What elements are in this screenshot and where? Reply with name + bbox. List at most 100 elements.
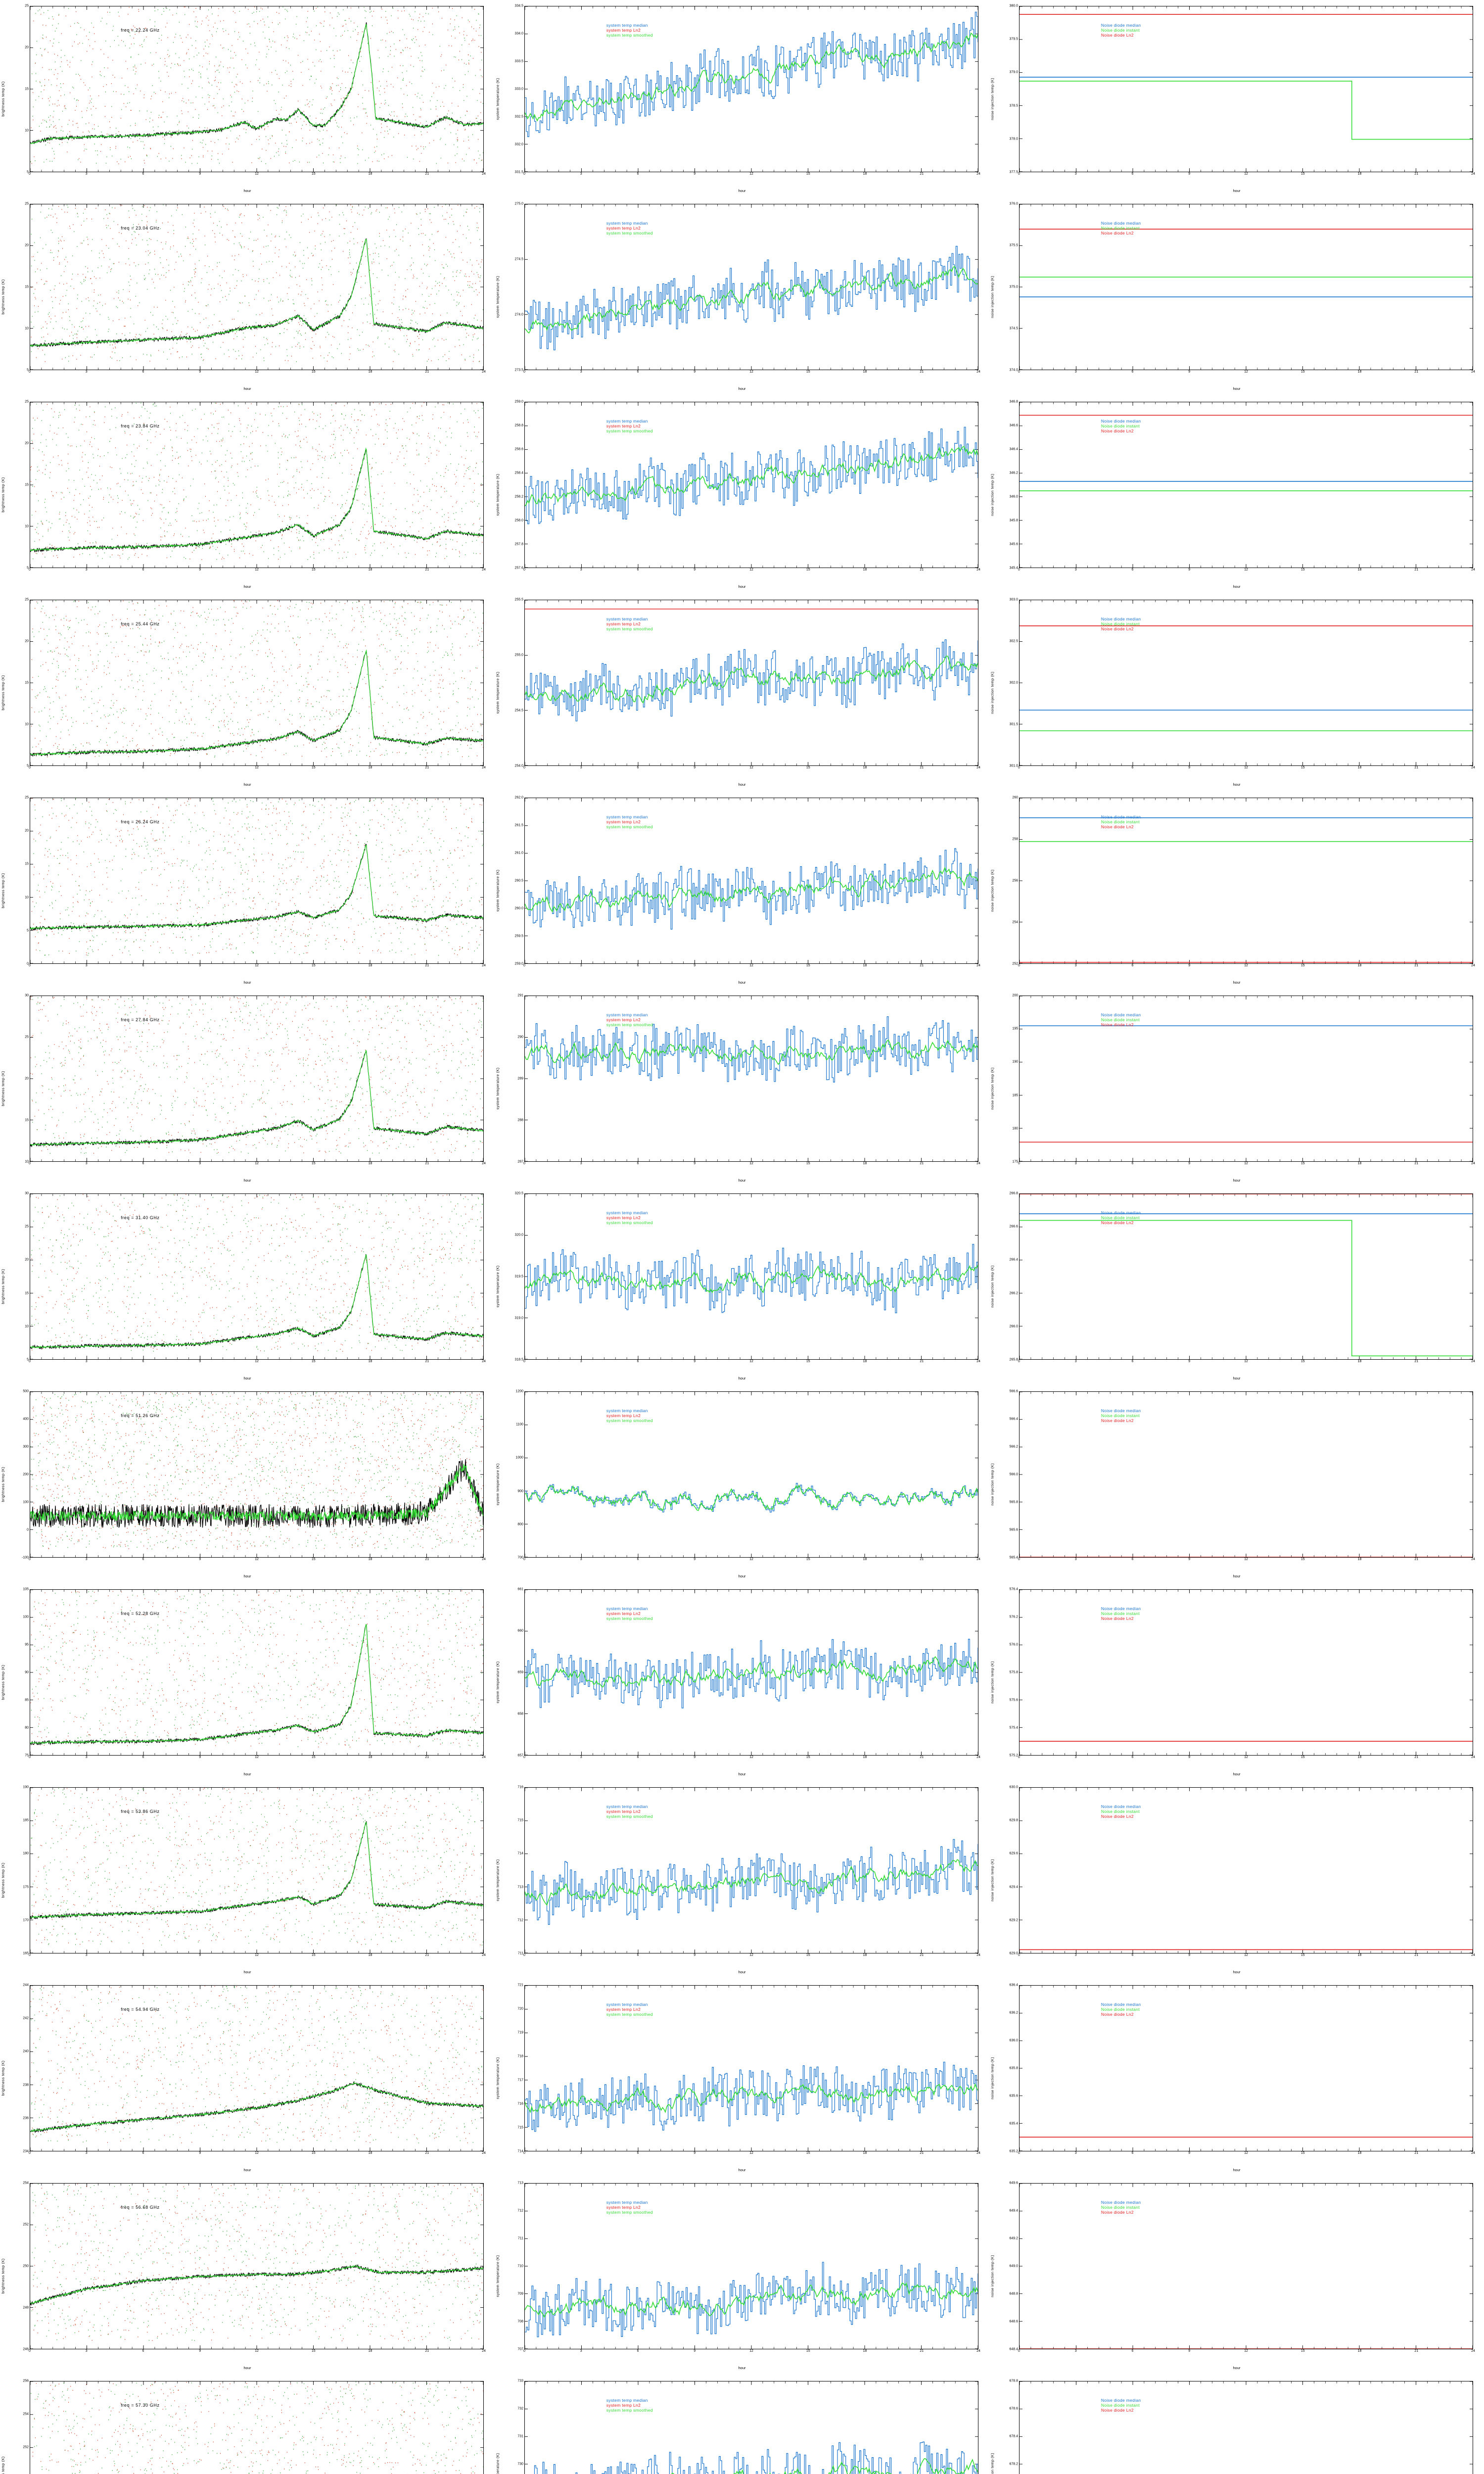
y-tick-label: 258.2	[514, 495, 523, 499]
plot-area: Noise diode median Noise diode instant Noi…	[1019, 1391, 1473, 1558]
x-tick-label: 6	[1132, 2151, 1134, 2155]
x-tick-label: 18	[1358, 1162, 1362, 1165]
x-tick-label: 0	[523, 1360, 525, 1363]
y-tick-label: 708	[517, 2320, 523, 2324]
legend: Noise diode median Noise diode instant Noi…	[1101, 2398, 1141, 2413]
x-tick-label: 3	[580, 1558, 582, 1561]
x-axis-ticks: 0 3 6 9 12 15 18 21 24	[1018, 766, 1475, 775]
panel-row: freq = 31.40 GHz 5 10 15 20 25 30 0 3 6 9 12 15 18 21 2…	[0, 1188, 1484, 1385]
y-tick-label: 261.0	[514, 852, 523, 855]
y-tick-label: 649.0	[1009, 2265, 1018, 2268]
x-tick-label: 15	[312, 172, 316, 176]
x-tick-label: 18	[1358, 1756, 1362, 1759]
x-tick-label: 9	[199, 568, 201, 571]
y-axis-label: noise injection temp (K)	[990, 1014, 995, 1163]
freq-annotation: freq = 56.68 GHz	[121, 2205, 159, 2210]
x-tick-label: 3	[86, 2349, 88, 2353]
y-tick-label: 346.8	[1009, 400, 1018, 404]
x-tick-label: 15	[312, 2349, 316, 2353]
y-tick-label: 288	[517, 1119, 523, 1122]
plot-area: system temp median system temp Ln2 system …	[524, 1589, 978, 1756]
x-tick-label: 18	[863, 2151, 867, 2155]
legend-entry: system temp smoothed	[606, 1022, 653, 1027]
x-tick-label: 24	[482, 1953, 486, 1957]
x-axis-ticks: 0 3 6 9 12 15 18 21 24	[29, 568, 486, 577]
x-tick-label: 9	[694, 568, 696, 571]
x-tick-label: 6	[637, 568, 639, 571]
x-axis-ticks: 0 3 6 9 12 15 18 21 24	[523, 1162, 980, 1171]
y-tick-label: 25	[25, 202, 29, 206]
legend: system temp median system temp Ln2 system …	[606, 1012, 653, 1027]
y-axis-label: system temperature (K)	[496, 816, 500, 965]
y-tick-label: 713	[517, 2182, 523, 2185]
x-tick-label: 3	[1075, 1162, 1077, 1165]
legend-entry: Noise diode median	[1101, 1804, 1141, 1809]
y-axis-ticks: 257.6 257.8 258.0 258.2 258.4 258.6 258.8 259.0	[495, 400, 523, 570]
x-tick-label: 15	[312, 2151, 316, 2155]
legend: Noise diode median Noise diode instant Noi…	[1101, 814, 1141, 829]
legend-entry: system temp median	[606, 1606, 653, 1611]
y-tick-label: -100	[22, 1556, 29, 1560]
x-tick-label: 21	[920, 1162, 924, 1165]
x-tick-label: 9	[1188, 1953, 1190, 1957]
x-tick-label: 9	[199, 1162, 201, 1165]
x-axis-label: hour	[0, 1376, 495, 1380]
y-tick-label: 301.5	[1009, 723, 1018, 726]
x-tick-label: 21	[1414, 1360, 1418, 1363]
y-axis-label: system temperature (K)	[496, 223, 500, 371]
freq-annotation: freq = 25.44 GHz	[121, 621, 159, 626]
x-tick-label: 21	[425, 1360, 429, 1363]
x-tick-label: 6	[1132, 2349, 1134, 2353]
x-axis-label: hour	[989, 1772, 1484, 1776]
panel-noisediode: Noise diode median Noise diode instant Noi…	[989, 2177, 1484, 2375]
x-tick-label: 0	[1018, 1953, 1020, 1957]
y-tick-label: 320.0	[514, 1234, 523, 1237]
x-axis-label: hour	[495, 584, 989, 589]
x-tick-label: 3	[86, 2151, 88, 2155]
y-tick-label: 660	[517, 1629, 523, 1633]
x-tick-label: 24	[1471, 568, 1475, 571]
x-tick-label: 21	[1414, 370, 1418, 374]
x-tick-label: 0	[29, 2349, 31, 2353]
panel-noisediode: Noise diode median Noise diode instant Noi…	[989, 990, 1484, 1188]
y-axis-label: noise injection temp (K)	[990, 421, 995, 569]
x-tick-label: 3	[86, 172, 88, 176]
y-tick-label: 75	[25, 1754, 29, 1758]
legend-entry: Noise diode Ln2	[1101, 231, 1141, 236]
legend-entry: Noise diode median	[1101, 23, 1141, 28]
x-axis-ticks: 0 3 6 9 12 15 18 21 24	[29, 370, 486, 379]
legend-entry: system temp Ln2	[606, 28, 653, 33]
y-tick-label: 85	[25, 1699, 29, 1702]
x-axis-label: hour	[0, 584, 495, 589]
x-tick-label: 15	[1301, 1558, 1305, 1561]
x-tick-label: 9	[694, 964, 696, 967]
y-axis-ticks: 707 708 709 710 711 712 713	[495, 2182, 523, 2351]
y-tick-label: 657	[517, 1754, 523, 1758]
y-tick-label: 400	[23, 1418, 29, 1421]
y-tick-label: 254	[1012, 921, 1018, 924]
y-axis-ticks: 246248250252254256	[0, 2379, 29, 2474]
legend-entry: Noise diode Ln2	[1101, 428, 1141, 433]
x-tick-label: 3	[580, 2349, 582, 2353]
x-axis-ticks: 0 3 6 9 12 15 18 21 24	[29, 1756, 486, 1764]
y-axis-label: system temperature (K)	[496, 2004, 500, 2152]
legend-entry: system temp Ln2	[606, 1215, 653, 1220]
y-tick-label: 25	[25, 598, 29, 602]
legend-entry: system temp Ln2	[606, 1413, 653, 1418]
x-axis-ticks: 0 3 6 9 12 15 18 21 24	[523, 2151, 980, 2160]
y-axis-label: noise injection temp (K)	[990, 1410, 995, 1559]
x-tick-label: 6	[142, 964, 144, 967]
plot-area: Noise diode median Noise diode instant Noi…	[1019, 600, 1473, 766]
y-tick-label: 252	[23, 2223, 29, 2227]
y-tick-label: 379.0	[1009, 71, 1018, 74]
x-axis-ticks: 0 3 6 9 12 15 18 21 24	[1018, 1162, 1475, 1171]
x-tick-label: 15	[1301, 1756, 1305, 1759]
y-tick-label: 1000	[515, 1456, 523, 1460]
y-tick-label: 709	[517, 2292, 523, 2296]
y-tick-label: 629.8	[1009, 1819, 1018, 1822]
plot-area: Noise diode median Noise diode instant Noi…	[1019, 2183, 1473, 2349]
x-tick-label: 21	[425, 2151, 429, 2155]
y-tick-label: 15	[25, 1119, 29, 1122]
x-axis-label: hour	[0, 1772, 495, 1776]
